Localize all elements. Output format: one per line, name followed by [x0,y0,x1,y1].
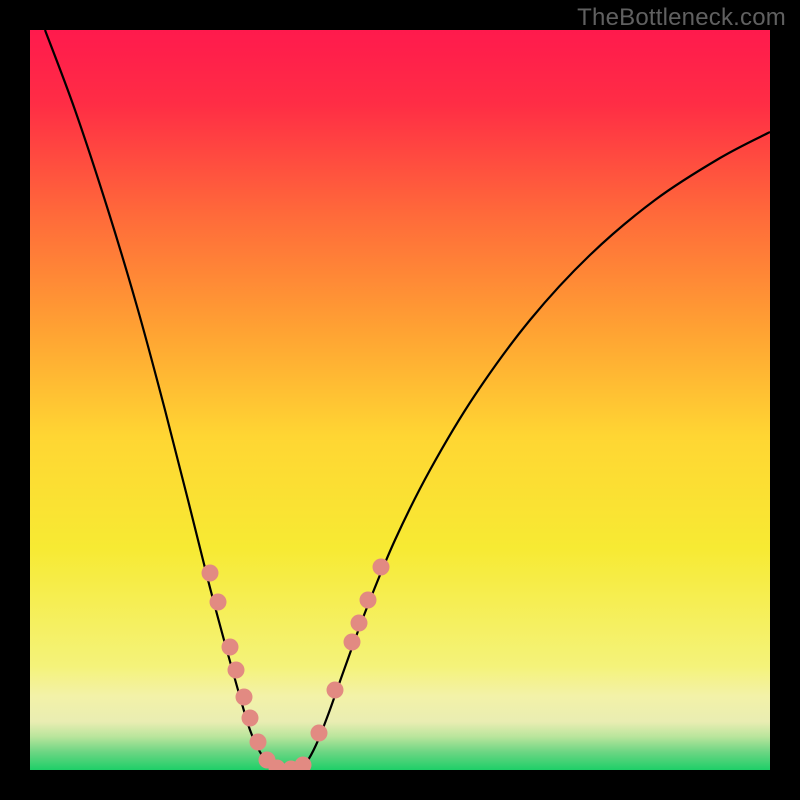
data-dot [360,592,377,609]
data-dot [311,725,328,742]
data-dot [250,734,267,751]
data-dot [228,662,245,679]
chart-frame: TheBottleneck.com [0,0,800,800]
data-dot [344,634,361,651]
curve-layer [30,30,770,770]
data-dot [222,639,239,656]
curve-right-branch [298,132,770,769]
data-dot [242,710,259,727]
data-dot [327,682,344,699]
curve-left-branch [45,30,280,769]
data-dot [351,615,368,632]
data-dot [373,559,390,576]
data-dot [236,689,253,706]
plot-area [30,30,770,770]
data-dot [210,594,227,611]
data-dot [202,565,219,582]
watermark-text: TheBottleneck.com [577,4,786,32]
